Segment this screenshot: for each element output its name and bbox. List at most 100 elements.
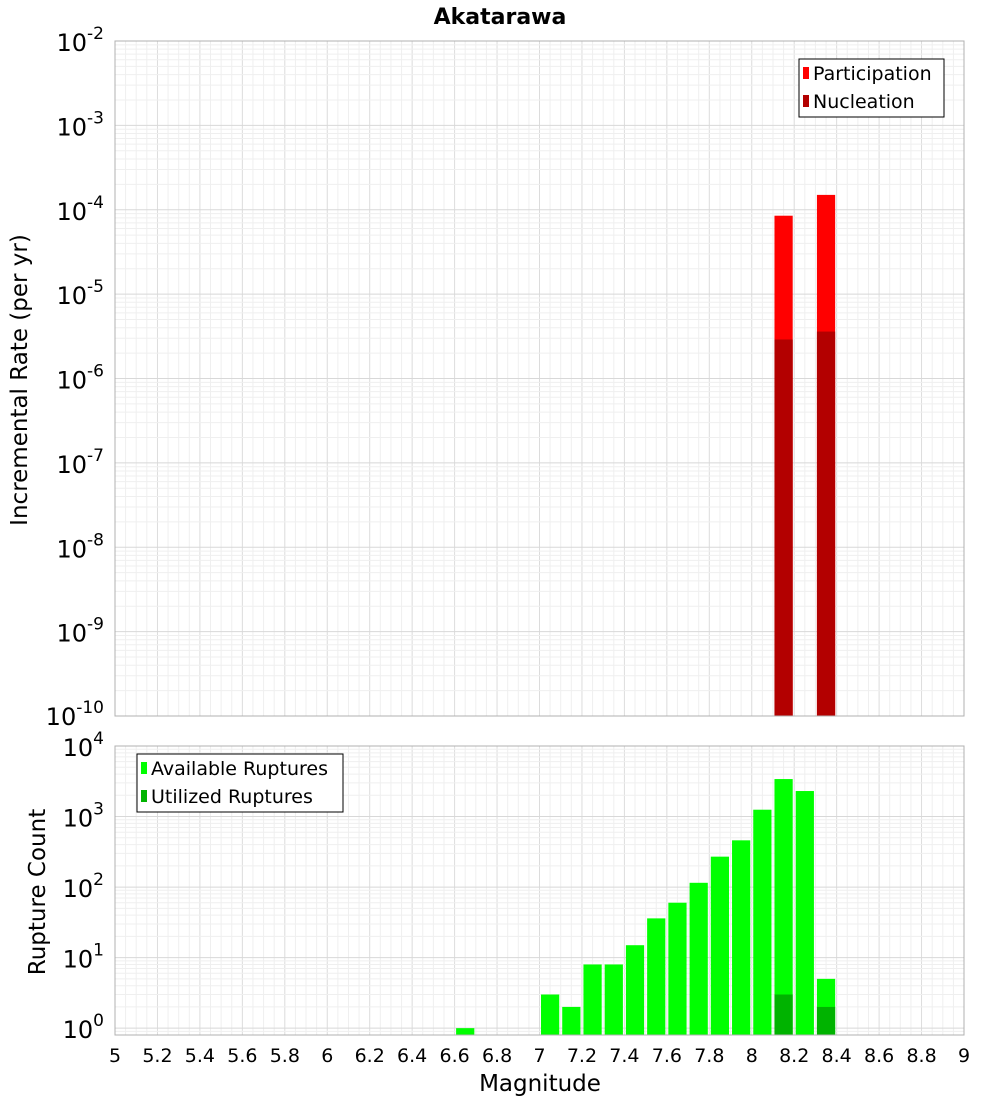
top-y-tick-label: 10-2 <box>57 24 105 57</box>
bottom-y-tick-label: 102 <box>63 870 104 903</box>
y-tick-base: 10 <box>63 1016 94 1044</box>
available-ruptures-legend-swatch <box>141 762 147 774</box>
bottom-bars <box>456 779 836 1035</box>
top-y-tick-label: 10-7 <box>57 446 105 479</box>
y-tick-exponent: 2 <box>93 870 104 890</box>
available-ruptures-bar <box>710 856 730 1035</box>
top-plot-border <box>114 40 965 717</box>
y-tick-base: 10 <box>63 946 94 974</box>
utilized-ruptures-bar <box>774 994 793 1035</box>
available-ruptures-bar <box>541 994 560 1035</box>
y-tick-base: 10 <box>46 703 77 731</box>
y-tick-base: 10 <box>57 451 88 479</box>
y-tick-exponent: -8 <box>87 530 104 550</box>
x-ticks: 5 5.2 5.4 5.6 5.8 6 6.2 6.4 6.6 6.8 7 7.2 7.4 7.6 7.8 8… <box>109 1045 970 1067</box>
participation-legend-swatch <box>803 67 809 79</box>
bottom-y-tick-label: 104 <box>63 729 104 762</box>
top-y-tick-label: 10-9 <box>57 615 105 648</box>
y-tick-base: 10 <box>57 620 88 648</box>
available-ruptures-bar <box>753 809 772 1035</box>
y-tick-base: 10 <box>63 875 94 903</box>
x-tick-label: 8.4 <box>822 1045 852 1067</box>
x-tick-label: 6.2 <box>355 1045 385 1067</box>
top-y-tick-label: 10-3 <box>57 108 105 141</box>
x-tick-label: 6.4 <box>397 1045 427 1067</box>
y-tick-base: 10 <box>57 535 88 563</box>
available-ruptures-bar <box>604 964 623 1035</box>
available-ruptures-bar <box>456 1028 475 1035</box>
x-tick-label: 7.4 <box>609 1045 639 1067</box>
x-tick-label: 9 <box>958 1045 970 1067</box>
utilized-ruptures-legend-swatch <box>141 790 147 802</box>
y-tick-exponent: -5 <box>87 277 104 297</box>
y-tick-base: 10 <box>57 113 88 141</box>
y-tick-base: 10 <box>57 367 88 395</box>
x-tick-label: 8.2 <box>779 1045 809 1067</box>
nucleation-legend-swatch <box>803 95 809 107</box>
x-tick-label: 6.6 <box>439 1045 469 1067</box>
y-tick-exponent: -7 <box>87 446 104 466</box>
bottom-legend: Available Ruptures Utilized Ruptures <box>136 753 344 813</box>
y-tick-base: 10 <box>57 198 88 226</box>
y-tick-exponent: -2 <box>87 24 104 44</box>
bottom-y-tick-label: 103 <box>63 800 104 833</box>
available-ruptures-legend-label: Available Ruptures <box>151 758 328 780</box>
top-bars <box>774 194 836 717</box>
y-tick-exponent: -10 <box>76 698 104 718</box>
available-ruptures-bar <box>583 964 602 1035</box>
x-tick-label: 5.6 <box>227 1045 257 1067</box>
top-y-tick-label: 10-4 <box>57 193 105 226</box>
y-tick-exponent: 3 <box>93 800 104 820</box>
bottom-y-tick-label: 101 <box>63 941 104 974</box>
y-tick-exponent: 4 <box>93 729 104 749</box>
x-tick-label: 7.2 <box>567 1045 597 1067</box>
top-y-axis-label: Incremental Rate (per yr) <box>7 234 33 526</box>
available-ruptures-bar <box>668 902 687 1035</box>
top-legend-box <box>798 58 945 118</box>
y-tick-base: 10 <box>57 29 88 57</box>
top-y-tick-label: 10-6 <box>57 362 105 395</box>
utilized-ruptures-bar <box>816 1006 836 1035</box>
available-ruptures-bar <box>774 779 793 1035</box>
x-tick-label: 6 <box>321 1045 333 1067</box>
x-tick-label: 6.8 <box>482 1045 512 1067</box>
x-tick-label: 5.8 <box>270 1045 300 1067</box>
available-ruptures-bar <box>625 945 645 1035</box>
available-ruptures-bar <box>689 882 708 1035</box>
x-tick-label: 7 <box>533 1045 545 1067</box>
y-tick-exponent: 0 <box>93 1011 104 1031</box>
y-tick-exponent: -9 <box>87 615 104 635</box>
bottom-plot-border <box>114 745 965 1036</box>
x-tick-label: 7.8 <box>694 1045 724 1067</box>
participation-legend-label: Participation <box>813 63 932 85</box>
nucleation-legend-label: Nucleation <box>813 91 915 113</box>
x-tick-label: 5.4 <box>185 1045 215 1067</box>
bottom-y-axis-label: Rupture Count <box>25 809 51 975</box>
x-tick-label: 7.6 <box>652 1045 682 1067</box>
x-tick-label: 5 <box>109 1045 121 1067</box>
x-tick-label: 5.2 <box>142 1045 172 1067</box>
y-tick-base: 10 <box>57 282 88 310</box>
available-ruptures-bar <box>795 791 814 1035</box>
participation-nucleation-panel: 10-1010-910-810-710-610-510-410-310-2Par… <box>46 24 965 731</box>
y-tick-exponent: -3 <box>87 108 104 128</box>
y-tick-exponent: -4 <box>87 193 104 213</box>
nucleation-bar <box>774 339 793 716</box>
y-tick-exponent: -6 <box>87 362 104 382</box>
bottom-y-tick-label: 100 <box>63 1011 104 1044</box>
top-y-tick-label: 10-10 <box>46 698 104 731</box>
top-grid <box>114 41 965 717</box>
y-tick-base: 10 <box>63 734 94 762</box>
x-tick-label: 8.6 <box>864 1045 894 1067</box>
chart-title: Akatarawa <box>434 5 567 30</box>
utilized-ruptures-legend-label: Utilized Ruptures <box>151 786 313 808</box>
y-tick-exponent: 1 <box>93 941 104 961</box>
bottom-legend-box <box>136 753 344 813</box>
x-axis-label: Magnitude <box>479 1071 601 1097</box>
x-tick-label: 8.8 <box>906 1045 936 1067</box>
top-legend: Participation Nucleation <box>798 58 945 118</box>
